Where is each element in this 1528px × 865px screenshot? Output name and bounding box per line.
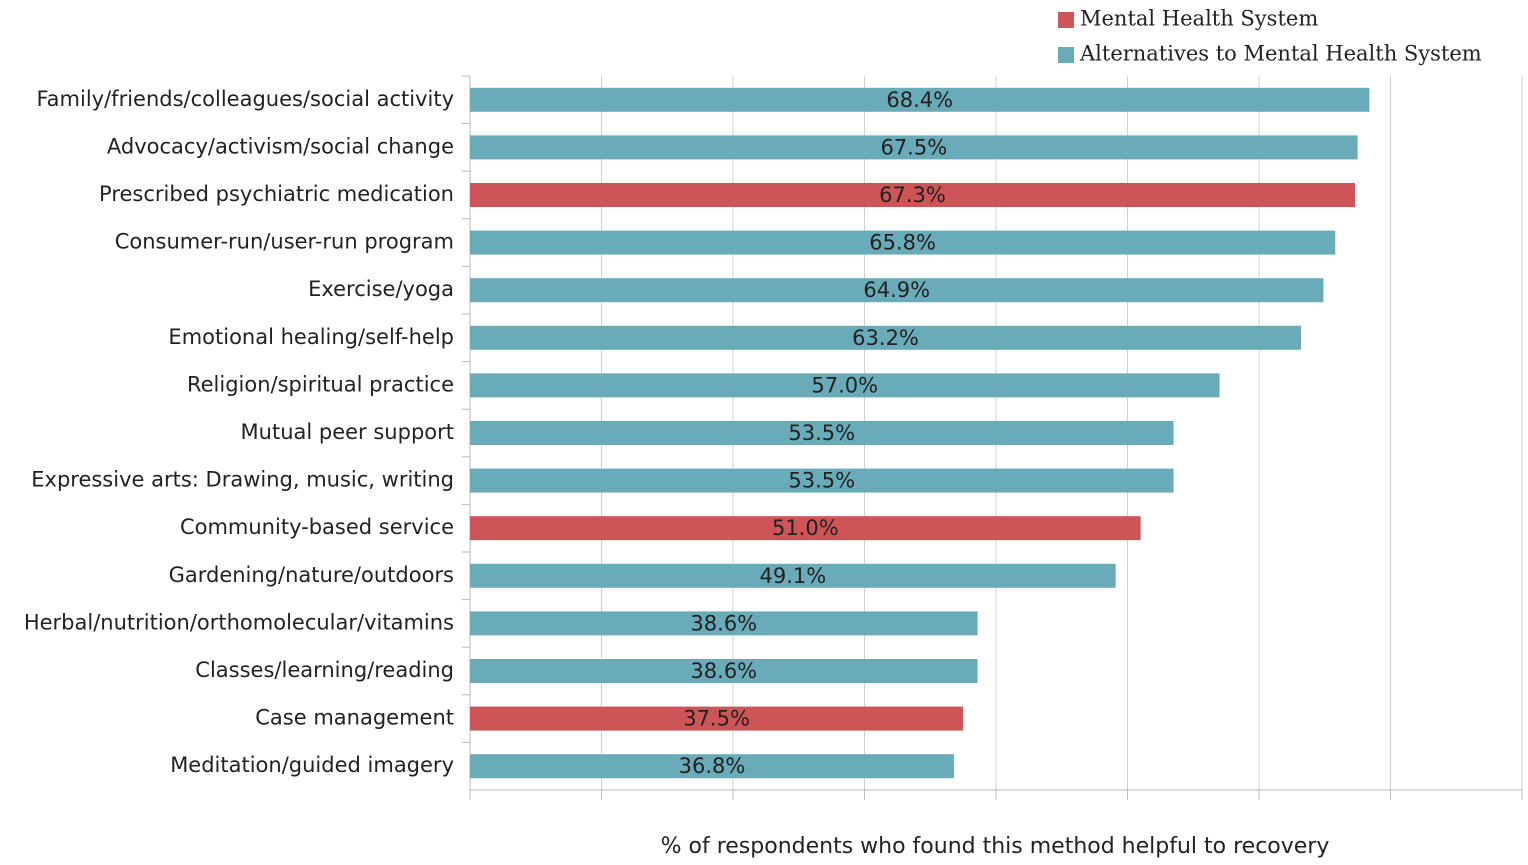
y-tick-label: Consumer-run/user-run program	[115, 230, 454, 254]
y-tick-label: Mutual peer support	[241, 420, 454, 444]
bar	[470, 516, 1141, 541]
data-label: 53.5%	[788, 421, 855, 445]
y-tick-label: Religion/spiritual practice	[187, 372, 454, 396]
bar	[470, 135, 1358, 160]
data-label: 51.0%	[772, 516, 839, 540]
data-label: 67.3%	[879, 183, 946, 207]
bar	[470, 659, 978, 683]
bar	[470, 706, 964, 731]
bar	[470, 611, 978, 636]
bar	[470, 754, 954, 779]
y-tick-label: Case management	[255, 706, 454, 730]
bar	[470, 230, 1336, 255]
bar	[470, 421, 1174, 445]
y-tick-label: Emotional healing/self-help	[168, 325, 454, 349]
legend-label: Mental Health System	[1080, 7, 1318, 31]
bar	[470, 468, 1174, 493]
y-tick-label: Expressive arts: Drawing, music, writing	[31, 468, 454, 492]
legend-swatch	[1058, 47, 1074, 63]
data-label: 37.5%	[683, 707, 750, 731]
x-axis-label: % of respondents who found this method h…	[661, 834, 1330, 859]
bar	[470, 183, 1355, 207]
y-tick-label: Meditation/guided imagery	[170, 753, 454, 777]
bar	[470, 325, 1302, 350]
bar	[470, 373, 1220, 398]
y-tick-label: Herbal/nutrition/orthomolecular/vitamins	[24, 610, 454, 634]
y-tick-label: Gardening/nature/outdoors	[169, 563, 454, 587]
data-label: 57.0%	[811, 373, 878, 397]
data-label: 67.5%	[880, 135, 947, 159]
y-tick-label: Prescribed psychiatric medication	[99, 182, 454, 206]
data-label: 63.2%	[852, 326, 919, 350]
data-label: 38.6%	[690, 611, 757, 635]
legend-swatch	[1058, 12, 1074, 28]
y-tick-label: Classes/learning/reading	[195, 658, 454, 682]
data-label: 49.1%	[759, 564, 826, 588]
y-tick-label: Advocacy/activism/social change	[107, 134, 454, 158]
bar	[470, 563, 1116, 588]
y-tick-label: Community-based service	[180, 515, 454, 539]
bar	[470, 87, 1370, 112]
data-label: 53.5%	[788, 469, 855, 493]
legend-label: Alternatives to Mental Health System	[1079, 42, 1482, 66]
data-label: 65.8%	[869, 231, 936, 255]
bar	[470, 278, 1324, 303]
data-label: 68.4%	[886, 88, 953, 112]
data-label: 36.8%	[679, 754, 746, 778]
data-label: 38.6%	[690, 659, 757, 683]
data-label: 64.9%	[863, 278, 930, 302]
y-tick-label: Exercise/yoga	[308, 277, 454, 301]
y-tick-label: Family/friends/colleagues/social activit…	[37, 87, 454, 111]
